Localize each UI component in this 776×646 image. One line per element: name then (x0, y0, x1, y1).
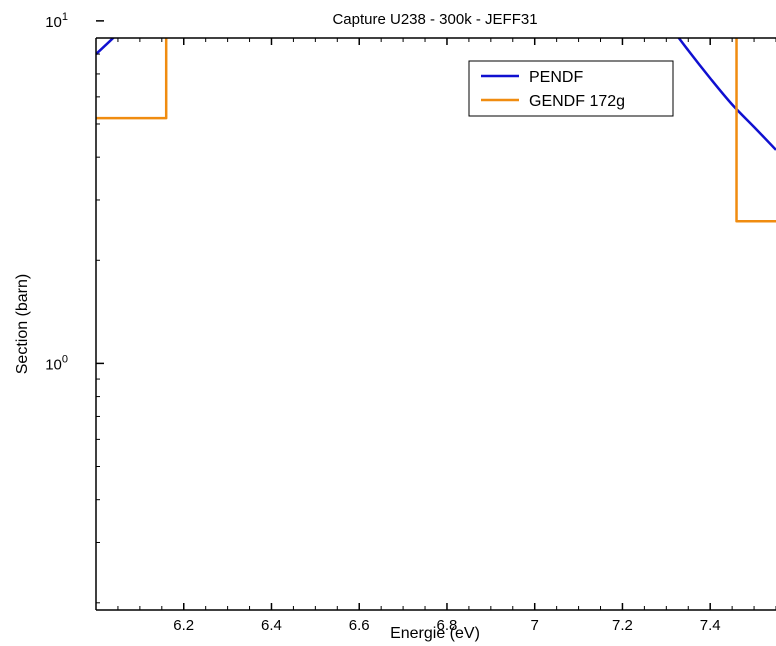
x-tick-label: 6.2 (173, 617, 194, 634)
axes: 6.26.46.66.877.27.4 100101102103 (45, 11, 776, 634)
x-tick-label: 7 (531, 617, 539, 634)
x-tick-label: 6.4 (261, 617, 282, 634)
x-tick-label: 7.4 (700, 617, 721, 634)
series-group (96, 38, 776, 223)
x-tick-label: 6.6 (349, 617, 370, 634)
y-ticks: 100101102103 (45, 11, 104, 604)
plot-area (96, 38, 776, 223)
series-line-gendf-172g (96, 38, 776, 223)
chart-title: Capture U238 - 300k - JEFF31 (332, 11, 537, 28)
x-tick-label: 6.8 (437, 617, 458, 634)
legend-label-pendf: PENDF (529, 69, 583, 86)
x-axis-label: Energie (eV) (390, 625, 480, 642)
y-tick-label: 100 (45, 353, 68, 373)
legend-box (468, 60, 674, 117)
legend-label-gendf: GENDF 172g (529, 93, 625, 110)
x-ticks: 6.2 6.4 6.6 6.8 7 7.2 7.4 (117, 38, 776, 634)
y-tick-label: 101 (45, 11, 68, 31)
x-tick-label: 7.2 (612, 617, 633, 634)
legend: PENDF GENDF 172g (468, 60, 674, 117)
y-axis-label: Section (barn) (14, 274, 31, 375)
